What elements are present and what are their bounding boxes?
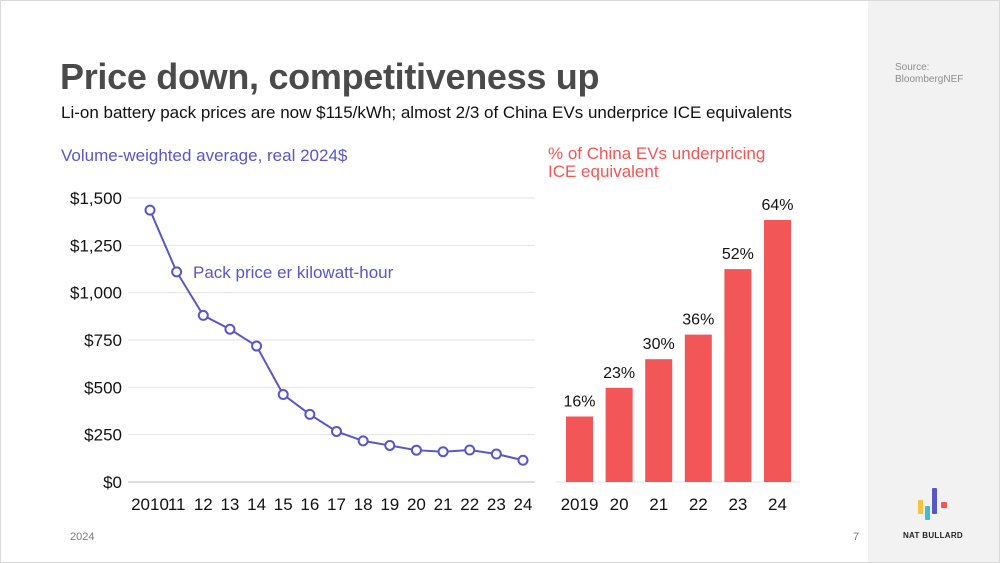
y-tick-label: $250 xyxy=(84,426,122,445)
x-tick-label: 2010 xyxy=(131,495,169,514)
bar xyxy=(566,416,593,482)
bar-x-tick-label: 24 xyxy=(768,495,787,514)
brand-logo-icon xyxy=(918,488,947,520)
bar xyxy=(605,387,633,482)
x-tick-label: 21 xyxy=(434,495,453,514)
data-point xyxy=(517,454,529,466)
x-tick-label: 16 xyxy=(300,495,319,514)
bar-x-tick-label: 22 xyxy=(689,495,708,514)
slide-subtitle: Li-on battery pack prices are now $115/k… xyxy=(61,103,793,122)
data-point xyxy=(357,435,369,447)
data-point xyxy=(277,389,289,401)
data-point xyxy=(331,425,342,437)
bar-value-label: 52% xyxy=(722,246,754,263)
bar-x-tick-label: 2019 xyxy=(561,495,599,514)
data-point xyxy=(251,340,263,352)
brand-name: NAT BULLARD xyxy=(902,531,964,540)
page-number: 7 xyxy=(853,531,860,543)
data-point xyxy=(410,444,422,456)
data-point xyxy=(304,408,316,420)
x-tick-label: 17 xyxy=(327,495,346,514)
price-line xyxy=(149,209,524,462)
bar xyxy=(764,220,791,482)
data-point xyxy=(490,448,502,460)
bar-value-label: 64% xyxy=(761,197,793,214)
bar xyxy=(684,334,712,482)
data-point xyxy=(384,439,396,451)
bar-chart-x-axis: 2019 20 21 22 23 24 xyxy=(561,495,787,514)
data-point xyxy=(437,446,449,458)
x-tick-label: 18 xyxy=(354,495,373,514)
bar-value-label: 36% xyxy=(682,312,714,329)
x-tick-label: 19 xyxy=(380,495,399,514)
x-tick-label: 13 xyxy=(220,495,239,514)
y-tick-label: $750 xyxy=(84,331,122,350)
bar xyxy=(724,269,752,482)
slide-title: Price down, competitiveness up xyxy=(60,56,600,97)
data-point xyxy=(224,323,236,335)
bar xyxy=(645,359,673,482)
data-point xyxy=(171,266,183,278)
bar-value-label: 30% xyxy=(643,336,675,353)
x-tick-label: 24 xyxy=(514,495,533,514)
bar-x-tick-label: 20 xyxy=(610,495,629,514)
bar-chart-value-labels: 16% 23% 30% 36% 52% 64% xyxy=(563,197,793,411)
data-point xyxy=(144,204,156,216)
x-tick-label: 22 xyxy=(460,495,479,514)
bar-x-tick-label: 23 xyxy=(728,495,747,514)
line-chart-series xyxy=(144,204,529,466)
x-tick-label: 11 xyxy=(168,495,186,514)
line-chart-title: Volume-weighted average, real 2024$ xyxy=(61,146,348,165)
bar-value-label: 23% xyxy=(603,365,635,382)
x-tick-label: 20 xyxy=(407,495,426,514)
footer-year: 2024 xyxy=(70,531,95,543)
y-tick-label: $1,000 xyxy=(70,284,122,303)
bar-x-tick-label: 21 xyxy=(649,495,668,514)
bar-chart-bars xyxy=(556,220,800,483)
x-tick-label: 14 xyxy=(247,495,266,514)
bar-value-label: 16% xyxy=(563,394,595,411)
y-tick-label: $500 xyxy=(84,378,122,397)
data-point xyxy=(464,444,476,456)
source-note: Source: BloombergNEF xyxy=(895,62,964,85)
y-tick-label: $1,500 xyxy=(70,189,122,208)
y-tick-label: $1,250 xyxy=(70,236,122,255)
line-chart-y-axis: $0 $250 $500 $750 $1,000 $1,250 $1,500 xyxy=(70,189,122,492)
y-tick-label: $0 xyxy=(103,473,122,492)
bar-chart-title: % of China EVs underpricing ICE equivale… xyxy=(548,144,766,181)
data-point xyxy=(197,309,209,321)
x-tick-label: 15 xyxy=(274,495,293,514)
right-sidebar xyxy=(868,1,999,562)
x-tick-label: 12 xyxy=(194,495,213,514)
x-tick-label: 23 xyxy=(487,495,506,514)
line-series-label: Pack price er kilowatt-hour xyxy=(193,263,394,282)
line-chart-gridlines xyxy=(128,197,535,483)
